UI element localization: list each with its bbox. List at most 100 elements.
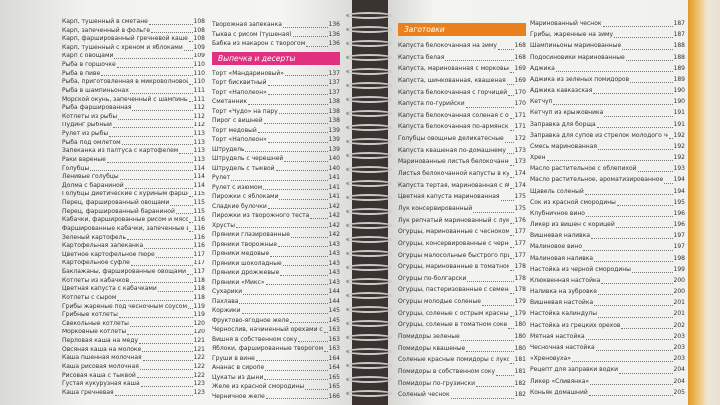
index-entry: Фруктово-ягодное желе 145	[212, 316, 340, 326]
entry-page: 122	[193, 354, 205, 362]
leader	[621, 327, 673, 329]
entry-page: 142	[328, 212, 340, 219]
entry-page: 119	[193, 302, 205, 310]
leader	[506, 153, 514, 155]
index-entry: Рыба в пиве 110	[62, 70, 205, 79]
leader	[264, 379, 328, 380]
entry-page: 108	[193, 35, 205, 43]
leader	[598, 316, 673, 318]
index-entry: Пряники шоколадные 143	[212, 259, 340, 269]
leader	[132, 109, 193, 111]
entry-name: Капуста белая	[398, 53, 445, 61]
entry-name: Штрудель с черешней	[212, 155, 284, 162]
spiral-ring	[346, 334, 392, 341]
leader	[187, 273, 193, 275]
spiral-ring	[346, 68, 392, 75]
entry-name: Перец, фаршированный овощами	[62, 199, 170, 207]
leader	[275, 170, 328, 171]
entry-page: 201	[673, 310, 685, 318]
leader	[460, 339, 514, 341]
leader	[188, 308, 193, 310]
index-entry: Огурцы по-болгарски 178	[398, 273, 526, 285]
leader	[175, 213, 193, 215]
entry-name: Торт «Наполеон»	[212, 88, 267, 96]
entry-page: 138	[328, 117, 340, 124]
entry-page: 163	[328, 335, 340, 343]
entry-page: 173	[514, 158, 526, 166]
entry-name: Каша пшенная молочная	[62, 354, 142, 362]
leader	[139, 342, 193, 344]
entry-name: Огурцы малосольные быстрого приготовлени…	[398, 251, 509, 259]
index-entry: Капуста квашеная по-домашнему 173	[398, 145, 526, 157]
index-entry: «Хреновуха» 203	[530, 353, 685, 364]
entry-name: Фруктово-ягодное желе	[212, 316, 290, 324]
entry-page: 119	[193, 311, 205, 319]
entry-page: 176	[514, 216, 526, 224]
leader	[243, 293, 328, 295]
spiral-ring	[346, 348, 392, 355]
entry-name: Рыба в шампиньонах	[62, 87, 129, 94]
index-entry: Аджика из зеленых помидоров 189	[530, 74, 685, 85]
entry-name: Маринованные листья белокочанной капусты	[398, 158, 509, 166]
entry-page: 179	[514, 309, 526, 317]
leader	[129, 92, 193, 94]
leader	[616, 204, 673, 206]
index-entry: Огурцы, соленые с острым красным перцем 1…	[398, 308, 526, 320]
entry-page: 175	[514, 204, 526, 212]
leader	[594, 260, 673, 262]
entry-page: 141	[328, 183, 340, 191]
entry-name: Помидоры в собственном соку	[398, 367, 496, 375]
entry-page: 177	[514, 239, 526, 247]
index-entry: Огурцы молодые соленые 179	[398, 296, 526, 308]
entry-page: 203	[673, 355, 685, 363]
index-entry: Рулет с изюмом 141	[212, 183, 340, 193]
entry-page: 171	[514, 111, 526, 119]
entry-page: 197	[673, 243, 685, 251]
spiral-ring	[346, 40, 392, 47]
entry-name: Рисовая каша с тыквой	[62, 371, 136, 379]
index-entry: Капуста белокочанная на зиму 168	[398, 40, 526, 52]
leader	[553, 104, 673, 106]
entry-page: 181	[514, 356, 526, 364]
entry-name: Клубничное вино	[530, 209, 585, 217]
index-column: Заготовки Капуста белокочанная на зиму 168…	[398, 20, 526, 401]
entry-page: 170	[514, 100, 526, 108]
index-entry: Котлеты с сыром 118	[62, 294, 205, 303]
entry-page: 145	[328, 316, 340, 324]
entry-name: Сметанник	[212, 98, 247, 105]
entry-page: 122	[193, 363, 205, 370]
entry-name: Торт бисквитный	[212, 79, 267, 86]
entry-page: 116	[193, 216, 205, 224]
index-entry: Соленые красные помидоры с луком и морко…	[398, 354, 526, 366]
leader	[473, 211, 514, 213]
entry-page: 112	[193, 121, 205, 129]
index-entry: Смесь маринованная 192	[530, 141, 685, 152]
leader	[509, 165, 514, 167]
entry-page: 113	[193, 138, 205, 146]
index-entry: Голубцы овощные деликатесные 172	[398, 133, 526, 145]
entry-page: 139	[328, 136, 340, 143]
leader	[292, 36, 328, 37]
index-entry: Карп с овощами 109	[62, 53, 205, 62]
entry-page: 192	[673, 142, 685, 150]
index-entry: Сок из красной смородины 195	[530, 197, 685, 208]
index-entry: Маринованные листья белокочанной капусты…	[398, 156, 526, 168]
entry-page: 172	[514, 135, 526, 143]
leader	[323, 350, 328, 352]
leader	[509, 362, 514, 364]
entry-page: 142	[328, 231, 340, 238]
entry-name: Цветная капуста маринованная	[398, 193, 500, 201]
leader	[595, 350, 673, 352]
entry-name: Заправка для борща	[530, 120, 596, 128]
entry-page: 204	[673, 366, 685, 374]
entry-name: Огурцы, консервированные с черной смород…	[398, 239, 509, 247]
leader	[188, 230, 193, 232]
index-entry: Малиновое вино 197	[530, 241, 685, 252]
index-entry: Огурцы малосольные быстрого приготовлени…	[398, 250, 526, 262]
entry-name: Щавель соленый	[530, 187, 584, 195]
spiral-ring	[346, 376, 392, 383]
entry-page: 198	[673, 254, 685, 262]
entry-name: Огурцы, маринованные в томатном соке	[398, 263, 509, 271]
entry-name: Долма с бараниной	[62, 181, 124, 189]
index-entry: Каша пшенная молочная 122	[62, 354, 205, 363]
